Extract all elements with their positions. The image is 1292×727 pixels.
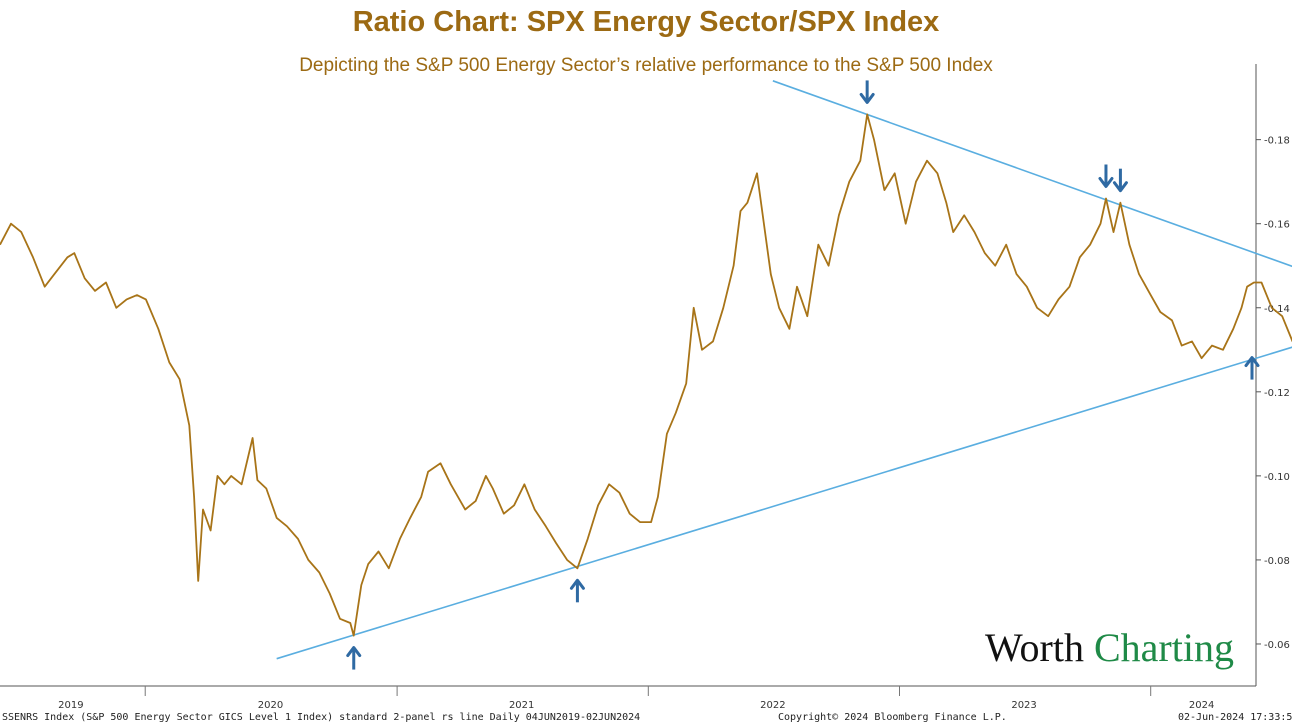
down-arrow-marker bbox=[1098, 164, 1114, 188]
arrow-head bbox=[569, 578, 585, 590]
arrow-head bbox=[346, 646, 362, 658]
y-tick-label: -0.14 bbox=[1264, 304, 1290, 315]
up-arrow-marker bbox=[1244, 356, 1260, 380]
arrow-head bbox=[859, 92, 875, 104]
footer-timestamp: 02-Jun-2024 17:33:51 bbox=[1178, 712, 1292, 723]
ratio-series-line bbox=[0, 113, 1292, 637]
x-tick-label: 2022 bbox=[760, 700, 785, 711]
y-tick-label: -0.12 bbox=[1264, 388, 1290, 399]
arrow-head bbox=[1244, 356, 1260, 368]
footer-source: SSENRS Index (S&P 500 Energy Sector GICS… bbox=[2, 712, 641, 723]
trendline bbox=[772, 80, 1292, 268]
y-tick-label: -0.18 bbox=[1264, 136, 1290, 147]
down-arrow-marker bbox=[1112, 168, 1128, 193]
logo-word-charting: Charting bbox=[1093, 625, 1234, 670]
x-tick-label: 2024 bbox=[1189, 700, 1214, 711]
y-tick-label: -0.06 bbox=[1264, 640, 1290, 651]
up-arrow-marker bbox=[569, 578, 585, 603]
x-tick-label: 2023 bbox=[1011, 700, 1036, 711]
worth-charting-logo: Worth Charting bbox=[985, 624, 1234, 672]
y-tick-label: -0.08 bbox=[1264, 556, 1290, 567]
arrow-head bbox=[1112, 181, 1128, 193]
trendline bbox=[276, 346, 1292, 660]
chart-subtitle: Depicting the S&P 500 Energy Sector’s re… bbox=[299, 55, 993, 76]
x-tick-label: 2019 bbox=[58, 700, 83, 711]
footer-copyright: Copyright© 2024 Bloomberg Finance L.P. bbox=[778, 712, 1007, 723]
logo-word-worth: Worth bbox=[985, 625, 1084, 670]
arrow-head bbox=[1098, 176, 1114, 188]
chart-title: Ratio Chart: SPX Energy Sector/SPX Index bbox=[352, 6, 940, 38]
y-tick-label: -0.10 bbox=[1264, 472, 1290, 483]
up-arrow-marker bbox=[346, 646, 362, 670]
x-tick-label: 2021 bbox=[509, 700, 534, 711]
down-arrow-marker bbox=[859, 80, 875, 104]
y-tick-label: -0.16 bbox=[1264, 220, 1290, 231]
x-tick-label: 2020 bbox=[258, 700, 283, 711]
